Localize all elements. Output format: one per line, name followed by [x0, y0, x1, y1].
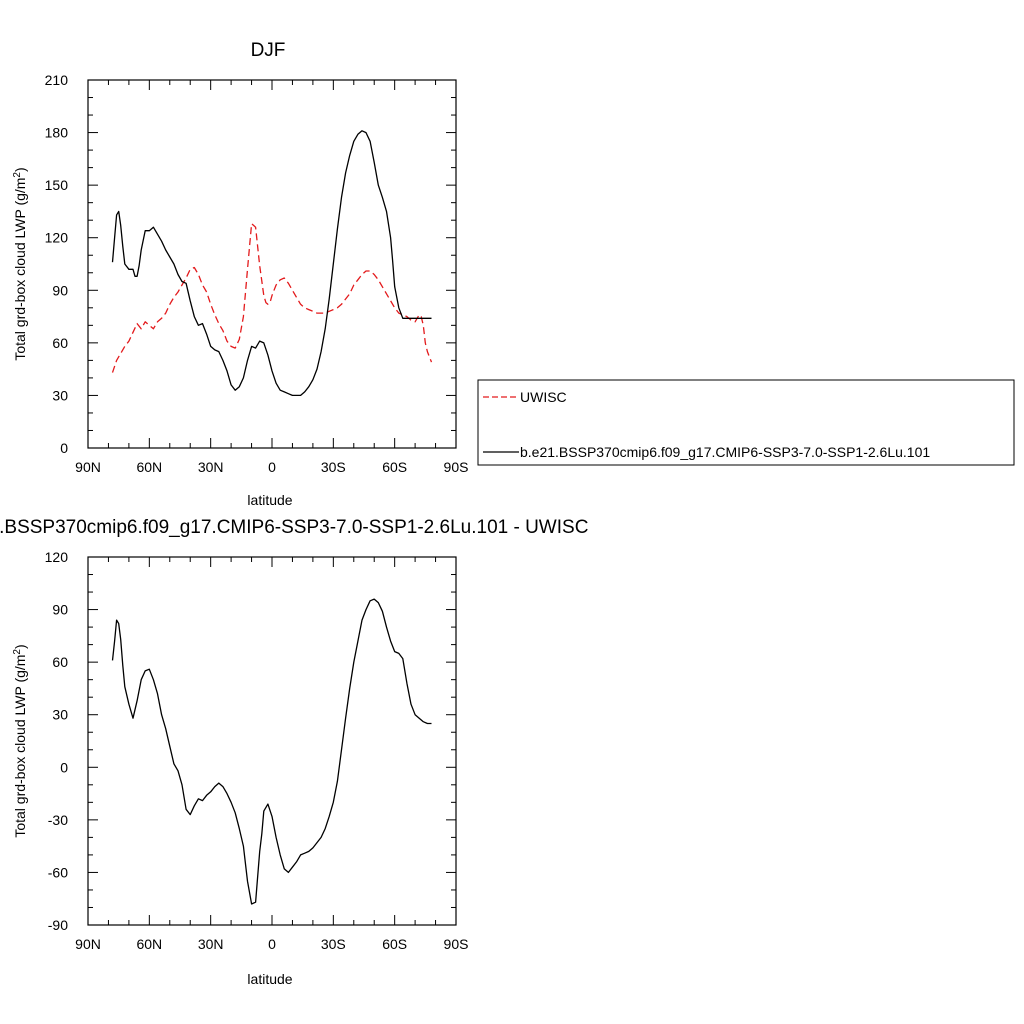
chart-legend: UWISC b.e21.BSSP370cmip6.f09_g17.CMIP6-S…: [477, 379, 1015, 466]
bottom-x-tick-label: 60S: [382, 936, 407, 952]
top-y-tick-label: 30: [52, 387, 68, 403]
top-chart-panel: DJF 90N 60N 30N 0 30S 60S 90S 0 30 60 90 120 150 180 2…: [12, 40, 468, 508]
top-y-tick-label: 210: [45, 72, 69, 88]
top-y-tick-label: 150: [45, 177, 69, 193]
top-plot-frame: [87, 79, 457, 449]
top-x-axis-label: latitude: [247, 492, 292, 508]
bottom-y-tick-label: -60: [48, 864, 68, 880]
bottom-series-layer: [111, 598, 432, 905]
bottom-axis-ticks: 90N 60N 30N 0 30S 60S 90S -90 -60 -30 0 30 60 90 120: [45, 549, 469, 952]
bottom-x-tick-label: 0: [268, 936, 276, 952]
top-y-axis-label-close: ): [12, 167, 28, 172]
bottom-chart-panel: b.e21.BSSP370cmip6.f09_g17.CMIP6-SSP3-7.…: [0, 517, 588, 987]
bottom-y-tick-label: 30: [52, 707, 68, 723]
bottom-x-tick-label: 30N: [198, 936, 224, 952]
bottom-y-axis-label-sup: 2: [12, 649, 23, 655]
top-y-axis-label-sup: 2: [12, 172, 23, 178]
bottom-x-axis-label: latitude: [247, 971, 292, 987]
top-x-tick-label: 30N: [198, 459, 224, 475]
top-x-tick-label: 60S: [382, 459, 407, 475]
bottom-chart-title: b.e21.BSSP370cmip6.f09_g17.CMIP6-SSP3-7.…: [0, 517, 588, 538]
bottom-y-tick-label: 120: [45, 549, 69, 565]
bottom-y-axis-label: Total grd-box cloud LWP (g/m2): [12, 644, 28, 837]
top-x-tick-label: 60N: [136, 459, 162, 475]
bottom-y-tick-label: 60: [52, 654, 68, 670]
top-y-axis-label-main: Total grd-box cloud LWP (g/m: [12, 178, 28, 361]
top-x-tick-label: 90N: [75, 459, 101, 475]
top-y-tick-label: 180: [45, 125, 69, 141]
top-y-tick-label: 120: [45, 230, 69, 246]
legend-label-uwisc: UWISC: [520, 389, 567, 405]
top-x-tick-label: 90S: [444, 459, 469, 475]
top-axis-ticks: 90N 60N 30N 0 30S 60S 90S 0 30 60 90 120 150 180 210: [45, 72, 469, 475]
top-y-tick-label: 60: [52, 335, 68, 351]
top-y-tick-label: 90: [52, 282, 68, 298]
bottom-y-axis-label-main: Total grd-box cloud LWP (g/m: [12, 655, 28, 838]
top-x-tick-label: 0: [268, 459, 276, 475]
legend-label-model: b.e21.BSSP370cmip6.f09_g17.CMIP6-SSP3-7.…: [520, 444, 930, 460]
legend-frame: [477, 379, 1015, 466]
bottom-y-axis-label-close: ): [12, 644, 28, 649]
bottom-y-tick-label: 90: [52, 602, 68, 618]
bottom-x-tick-label: 30S: [321, 936, 346, 952]
top-chart-title: DJF: [251, 40, 286, 61]
bottom-series-line-0: [111, 598, 432, 905]
bottom-x-tick-label: 60N: [136, 936, 162, 952]
top-series-line-1: [111, 130, 432, 397]
top-y-tick-label: 0: [60, 440, 68, 456]
top-series-line-0: [111, 223, 433, 373]
bottom-x-tick-label: 90S: [444, 936, 469, 952]
bottom-y-tick-label: -30: [48, 812, 68, 828]
bottom-plot-frame: [87, 556, 457, 926]
top-series-layer: [111, 130, 433, 397]
bottom-y-tick-label: -90: [48, 917, 68, 933]
bottom-x-tick-label: 90N: [75, 936, 101, 952]
bottom-y-tick-label: 0: [60, 759, 68, 775]
top-y-axis-label: Total grd-box cloud LWP (g/m2): [12, 167, 28, 360]
top-x-tick-label: 30S: [321, 459, 346, 475]
